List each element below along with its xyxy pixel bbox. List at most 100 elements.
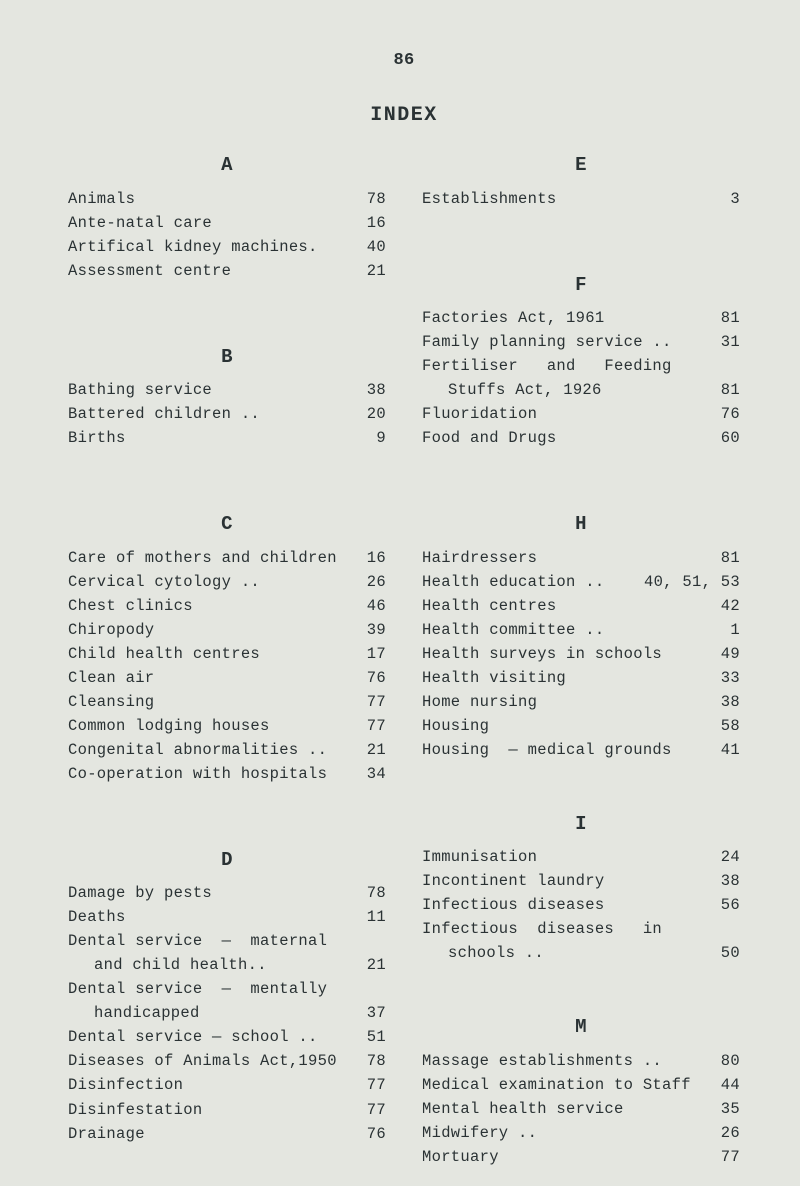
- section-b: Bathing service38Battered children ..20B…: [68, 378, 386, 450]
- index-entry-label: handicapped: [68, 1001, 361, 1025]
- index-entry-label: Animals: [68, 187, 361, 211]
- index-entry: Cleansing77: [68, 690, 386, 714]
- section-h: Hairdressers81Health education ..40, 51,…: [422, 546, 740, 762]
- index-entry: Medical examination to Staff44: [422, 1073, 740, 1097]
- index-entry: Clean air76: [68, 666, 386, 690]
- section-i: Immunisation24Incontinent laundry38Infec…: [422, 845, 740, 965]
- index-entry-label: Births: [68, 426, 370, 450]
- index-entry: Stuffs Act, 192681: [422, 378, 740, 402]
- index-entry: Establishments3: [422, 187, 740, 211]
- section-letter-e: E: [422, 151, 740, 180]
- section-c: Care of mothers and children16Cervical c…: [68, 546, 386, 786]
- index-entry-page: 35: [715, 1097, 740, 1121]
- index-entry-label: Chest clinics: [68, 594, 361, 618]
- index-entry-page: 76: [361, 666, 386, 690]
- index-entry-page: 78: [361, 881, 386, 905]
- index-entry: Births9: [68, 426, 386, 450]
- index-entry: Dental service — school ..51: [68, 1025, 386, 1049]
- index-entry: Housing — medical grounds41: [422, 738, 740, 762]
- index-entry: Fertiliser and Feeding: [422, 354, 740, 378]
- index-entry: Immunisation24: [422, 845, 740, 869]
- index-entry-label: Dental service — mentally: [68, 977, 380, 1001]
- index-entry: Child health centres17: [68, 642, 386, 666]
- index-entry-page: 44: [715, 1073, 740, 1097]
- index-entry-label: Congenital abnormalities ..: [68, 738, 361, 762]
- index-entry-page: 39: [361, 618, 386, 642]
- index-entry: Infectious diseases in: [422, 917, 740, 941]
- index-entry-label: Health committee ..: [422, 618, 724, 642]
- index-entry: Artifical kidney machines.40: [68, 235, 386, 259]
- index-entry: Dental service — maternal: [68, 929, 386, 953]
- index-entry-label: Drainage: [68, 1122, 361, 1146]
- section-letter-a: A: [68, 151, 386, 180]
- index-entry-page: 40: [361, 235, 386, 259]
- index-entry: Health education ..40, 51, 53: [422, 570, 740, 594]
- index-entry: Mental health service35: [422, 1097, 740, 1121]
- index-entry-page: 77: [361, 690, 386, 714]
- section-e: Establishments3: [422, 187, 740, 211]
- index-entry-label: Incontinent laundry: [422, 869, 715, 893]
- index-entry-label: Common lodging houses: [68, 714, 361, 738]
- index-entry-page: 77: [361, 714, 386, 738]
- index-entry: Home nursing38: [422, 690, 740, 714]
- index-entry: schools ..50: [422, 941, 740, 965]
- index-entry-label: schools ..: [422, 941, 715, 965]
- index-entry-page: 49: [715, 642, 740, 666]
- index-entry-page: 26: [715, 1121, 740, 1145]
- index-entry-label: Bathing service: [68, 378, 361, 402]
- index-entry-label: Mortuary: [422, 1145, 715, 1169]
- index-entry-label: Health education ..: [422, 570, 638, 594]
- index-entry-page: 9: [370, 426, 386, 450]
- index-entry-label: Child health centres: [68, 642, 361, 666]
- index-entry-page: 42: [715, 594, 740, 618]
- index-entry-page: 77: [715, 1145, 740, 1169]
- index-entry-page: 60: [715, 426, 740, 450]
- index-entry: Bathing service38: [68, 378, 386, 402]
- index-entry-label: Massage establishments ..: [422, 1049, 715, 1073]
- index-entry-page: 76: [361, 1122, 386, 1146]
- index-entry: Fluoridation76: [422, 402, 740, 426]
- index-entry-page: 46: [361, 594, 386, 618]
- index-entry-label: Infectious diseases: [422, 893, 715, 917]
- index-entry: Common lodging houses77: [68, 714, 386, 738]
- index-entry-label: Family planning service ..: [422, 330, 715, 354]
- index-title: INDEX: [68, 100, 740, 131]
- index-entry: Incontinent laundry38: [422, 869, 740, 893]
- index-entry: Ante-natal care16: [68, 211, 386, 235]
- index-entry-page: 16: [361, 211, 386, 235]
- index-entry-label: Stuffs Act, 1926: [422, 378, 715, 402]
- index-entry: and child health..21: [68, 953, 386, 977]
- index-entry-page: 38: [715, 690, 740, 714]
- index-entry-label: Damage by pests: [68, 881, 361, 905]
- index-entry-label: Mental health service: [422, 1097, 715, 1121]
- index-entry-page: 77: [361, 1098, 386, 1122]
- index-entry-label: Housing: [422, 714, 715, 738]
- index-entry: Mortuary77: [422, 1145, 740, 1169]
- index-entry-label: Co-operation with hospitals: [68, 762, 361, 786]
- index-entry-label: Battered children ..: [68, 402, 361, 426]
- index-entry-label: Disinfestation: [68, 1098, 361, 1122]
- index-entry-page: 81: [715, 378, 740, 402]
- index-entry-label: Clean air: [68, 666, 361, 690]
- index-entry: Dental service — mentally: [68, 977, 386, 1001]
- index-entry: handicapped37: [68, 1001, 386, 1025]
- index-entry-page: 20: [361, 402, 386, 426]
- index-entry-page: 78: [361, 187, 386, 211]
- index-entry-page: 51: [361, 1025, 386, 1049]
- index-entry-label: Immunisation: [422, 845, 715, 869]
- section-letter-i: I: [422, 810, 740, 839]
- index-entry-page: 77: [361, 1073, 386, 1097]
- index-entry-page: 11: [361, 905, 386, 929]
- index-entry: Disinfestation77: [68, 1098, 386, 1122]
- index-entry-label: Chiropody: [68, 618, 361, 642]
- index-entry-label: Health visiting: [422, 666, 715, 690]
- index-entry: Damage by pests78: [68, 881, 386, 905]
- index-entry-label: Establishments: [422, 187, 724, 211]
- left-column: A Animals78Ante-natal care16Artifical ki…: [68, 151, 386, 1169]
- index-entry: Infectious diseases56: [422, 893, 740, 917]
- index-entry-page: 24: [715, 845, 740, 869]
- index-entry-page: 21: [361, 738, 386, 762]
- index-entry-label: Cleansing: [68, 690, 361, 714]
- index-entry-page: 37: [361, 1001, 386, 1025]
- index-entry: Congenital abnormalities ..21: [68, 738, 386, 762]
